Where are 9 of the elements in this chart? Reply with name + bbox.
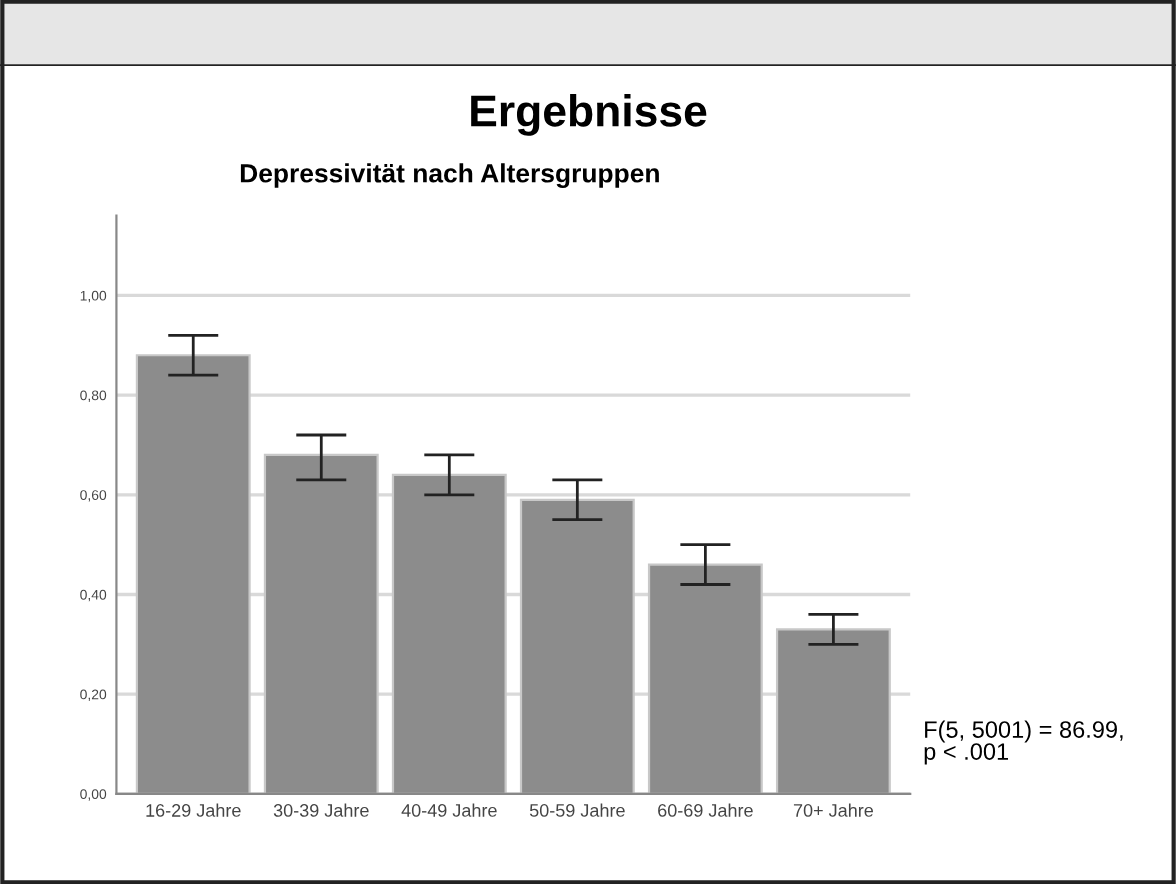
x-tick-label: 60-69 Jahre [658,803,753,817]
chart-subtitle: Depressivität nach Altersgruppen [240,163,659,188]
x-tick-label: 50-59 Jahre [529,803,625,817]
x-tick-label: 16-29 Jahre [146,803,241,817]
x-tick-label: 40-49 Jahre [401,803,497,817]
x-tick-label: 70+ Jahre [793,803,874,817]
chart-title: Ergebnisse [471,94,707,136]
x-tick-label: 30-39 Jahre [273,803,369,817]
text: F(5, 5001) = 86.99, p < .001 [924,720,1123,765]
